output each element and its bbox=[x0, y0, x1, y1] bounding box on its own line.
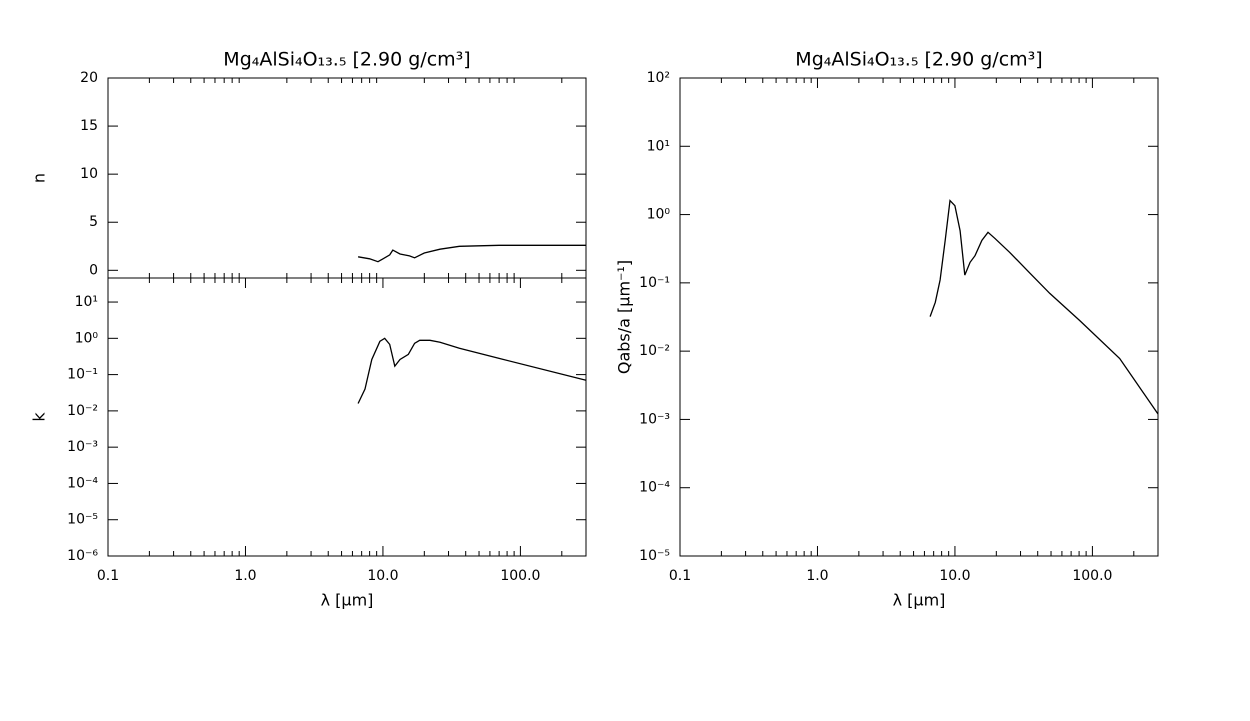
y-tick-label: 15 bbox=[80, 118, 98, 134]
y-tick-label: 10² bbox=[647, 70, 670, 86]
y-axis-label: Qabs/a [μm⁻¹] bbox=[615, 260, 634, 374]
x-tick-label: 1.0 bbox=[234, 568, 256, 584]
y-tick-label: 10⁻⁵ bbox=[639, 548, 670, 564]
x-tick-label: 0.1 bbox=[97, 568, 119, 584]
x-tick-label: 100.0 bbox=[1072, 568, 1112, 584]
y-tick-label: 10⁰ bbox=[75, 330, 99, 346]
y-tick-label: 0 bbox=[89, 262, 98, 278]
data-line bbox=[929, 199, 1159, 415]
y-axis-label: n bbox=[30, 173, 49, 183]
y-tick-label: 10⁻⁶ bbox=[67, 548, 98, 564]
x-axis-label: λ [μm] bbox=[321, 591, 374, 610]
y-tick-label: 10¹ bbox=[647, 138, 670, 154]
y-tick-label: 10⁻¹ bbox=[639, 275, 670, 291]
y-tick-label: 10⁻³ bbox=[67, 439, 98, 455]
y-tick-label: 10⁰ bbox=[647, 207, 671, 223]
y-axis-label: k bbox=[30, 412, 49, 422]
chart-title: Mg₄AlSi₄O₁₃.₅ [2.90 g/cm³] bbox=[795, 49, 1042, 71]
y-tick-label: 10 bbox=[80, 166, 98, 182]
x-tick-label: 1.0 bbox=[806, 568, 828, 584]
y-tick-label: 5 bbox=[89, 214, 98, 230]
plot-frame bbox=[107, 277, 587, 557]
x-tick-label: 10.0 bbox=[939, 568, 970, 584]
y-tick-label: 10⁻¹ bbox=[67, 367, 98, 383]
data-line bbox=[357, 244, 586, 263]
y-tick-label: 10⁻² bbox=[639, 343, 670, 359]
y-tick-label: 10⁻⁵ bbox=[67, 512, 98, 528]
data-line bbox=[357, 337, 587, 404]
y-tick-label: 10⁻⁴ bbox=[639, 480, 670, 496]
chart-title: Mg₄AlSi₄O₁₃.₅ [2.90 g/cm³] bbox=[223, 49, 470, 71]
x-tick-label: 100.0 bbox=[500, 568, 540, 584]
x-tick-label: 0.1 bbox=[669, 568, 691, 584]
y-tick-label: 10⁻³ bbox=[639, 411, 670, 427]
y-tick-label: 10¹ bbox=[75, 294, 98, 310]
x-tick-label: 10.0 bbox=[367, 568, 398, 584]
y-tick-label: 20 bbox=[80, 70, 98, 86]
x-axis-label: λ [μm] bbox=[893, 591, 946, 610]
y-tick-label: 10⁻⁴ bbox=[67, 475, 98, 491]
y-tick-label: 10⁻² bbox=[67, 403, 98, 419]
plot-frame bbox=[679, 77, 1159, 557]
plot-frame bbox=[107, 77, 587, 279]
